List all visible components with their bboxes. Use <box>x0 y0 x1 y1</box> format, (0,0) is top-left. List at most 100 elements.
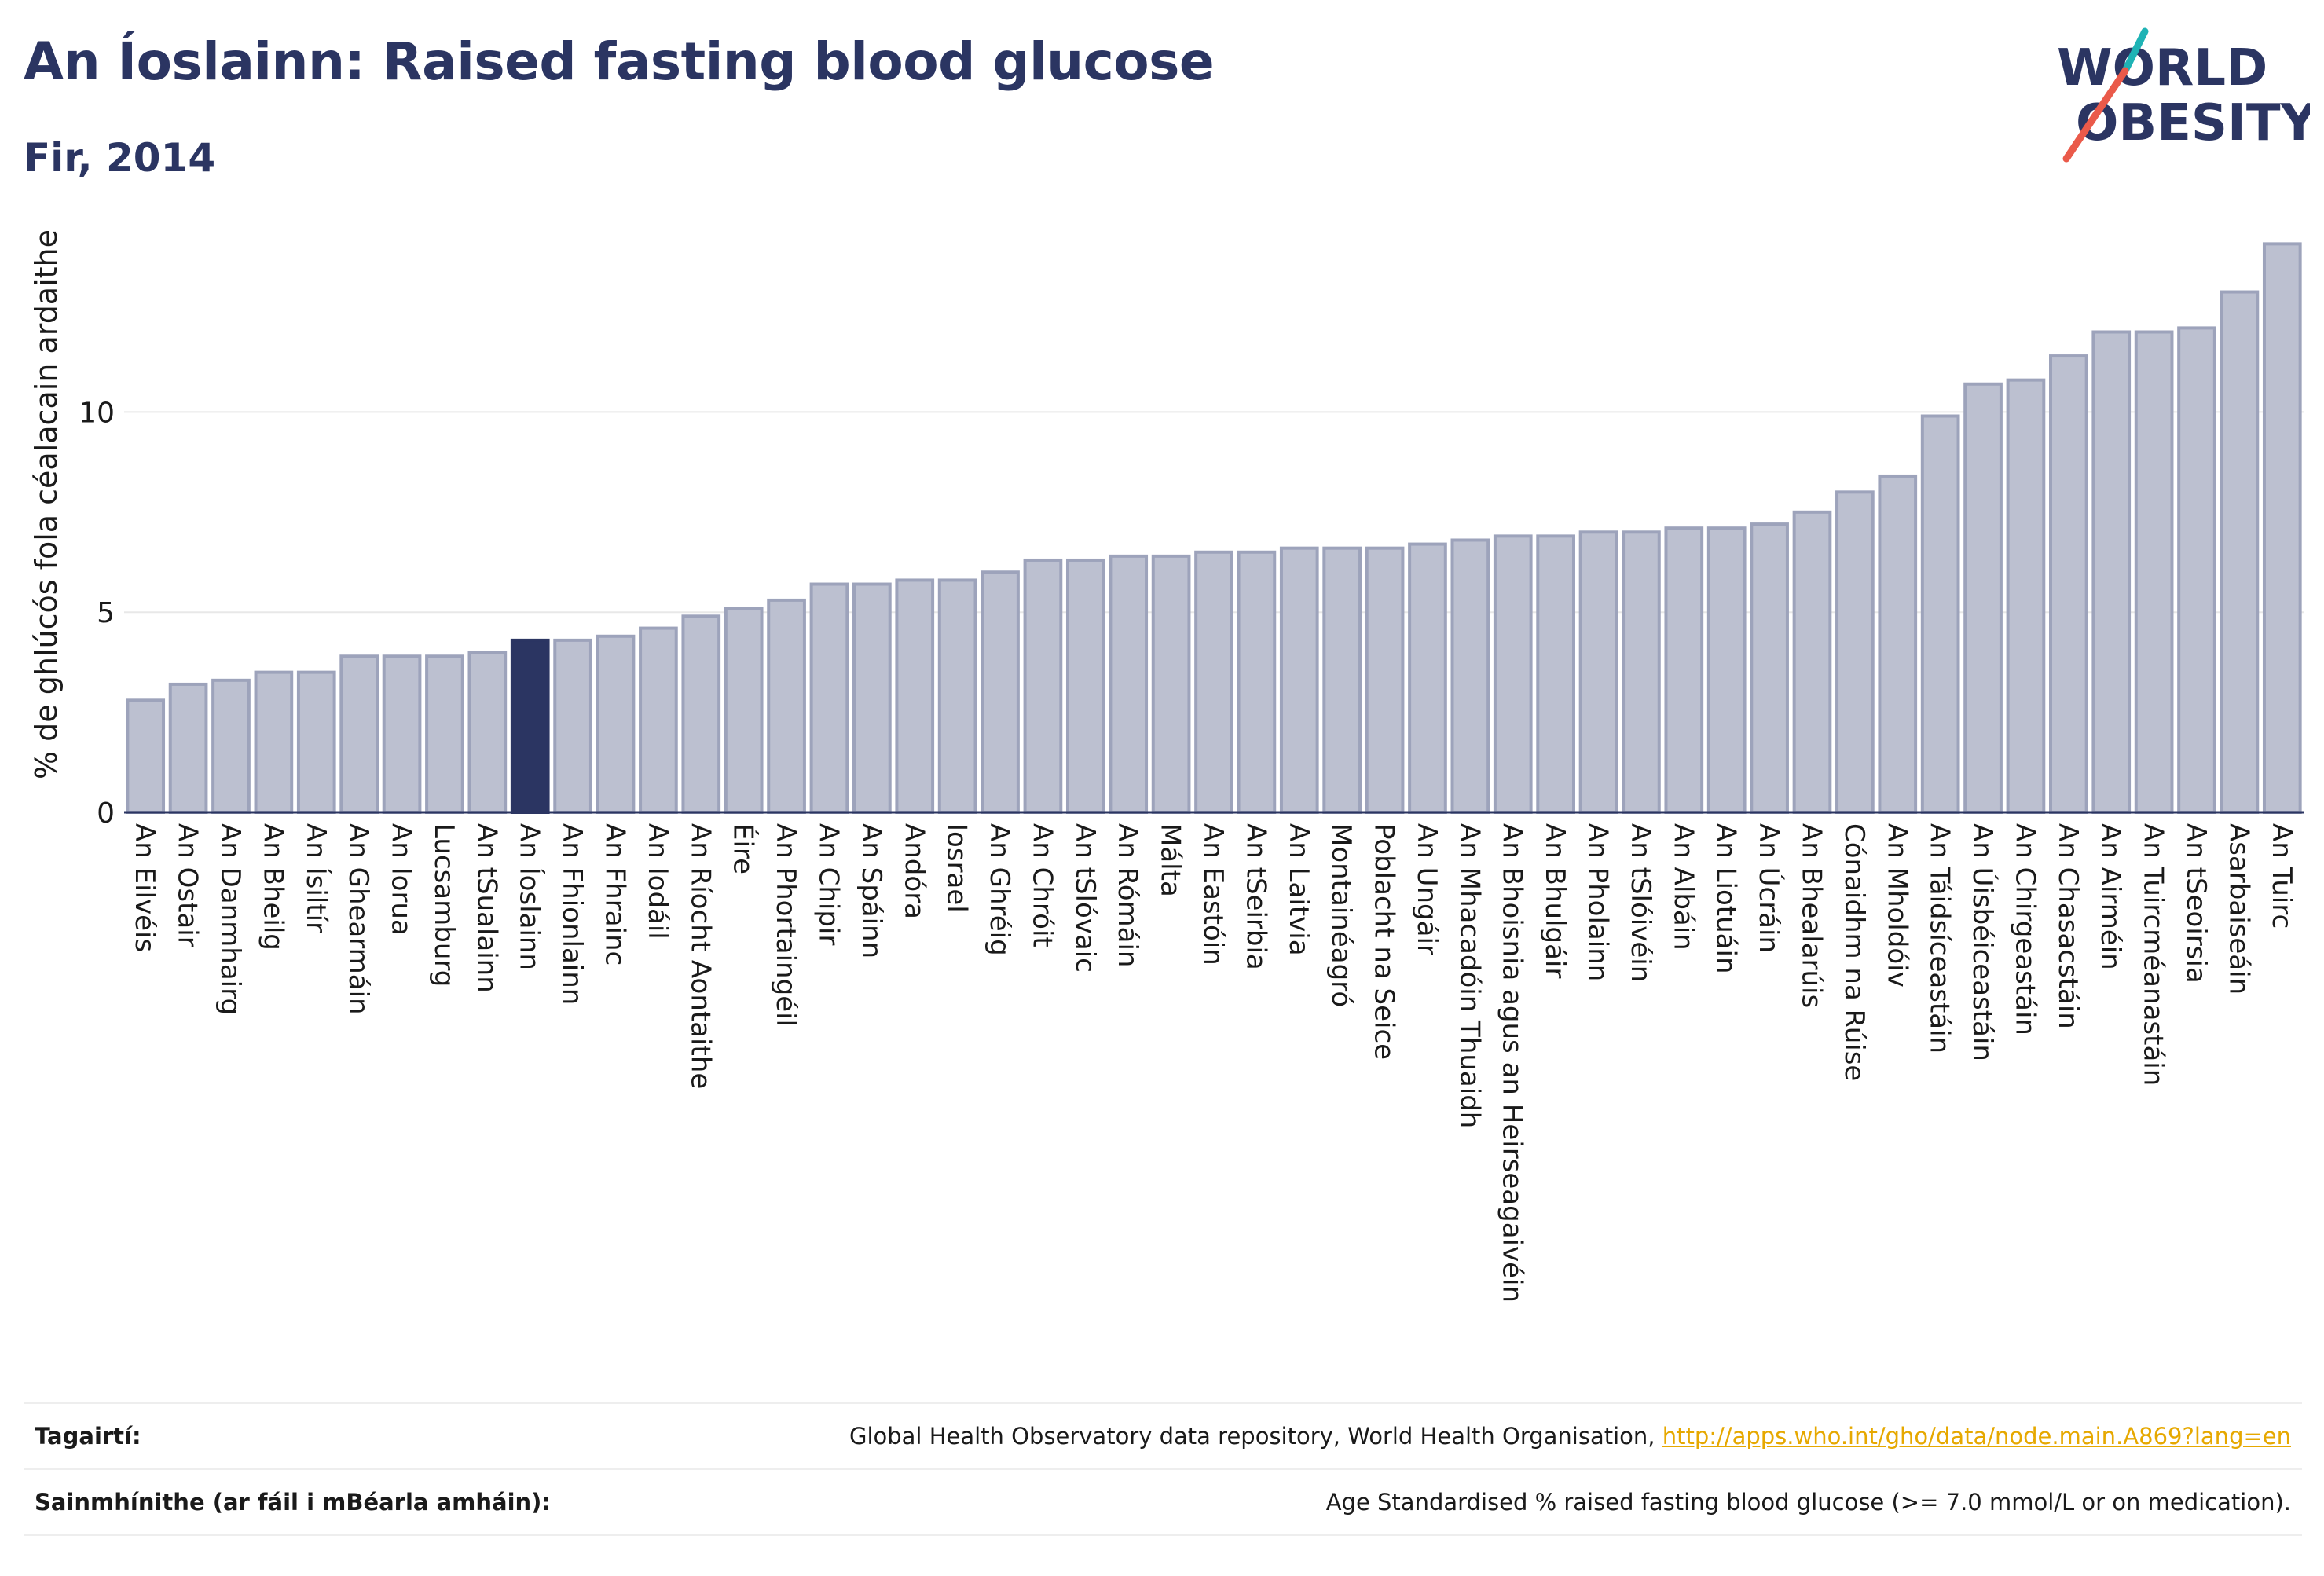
bar <box>809 582 849 814</box>
bar <box>2177 326 2216 814</box>
x-tick-label: An Chróit <box>1026 823 1058 947</box>
x-tick-label: An Iorua <box>386 823 417 936</box>
references-label: Tagairtí: <box>35 1423 141 1450</box>
x-tick-label: An Tuircméanastáin <box>2138 823 2169 1086</box>
bar <box>681 614 721 815</box>
bar <box>1279 546 1319 814</box>
bar <box>1194 550 1233 815</box>
bar <box>1920 414 1960 814</box>
x-tick-label: An Bhulgáir <box>1539 823 1571 978</box>
x-tick-label: An Ríocht Aontaithe <box>684 823 716 1089</box>
x-tick-label: An Ghréig <box>984 823 1015 956</box>
x-tick-label: An Chirgeastáin <box>2009 823 2040 1035</box>
world-obesity-logo: WORLD OBESITY <box>2057 27 2310 163</box>
bar <box>596 634 636 814</box>
bar <box>724 607 764 815</box>
x-tick-label: An Bhoisnia agus an Heirseagaivéin <box>1497 823 1528 1303</box>
bar <box>467 651 508 814</box>
x-tick-label: An Fhrainc <box>599 823 631 966</box>
bar <box>1023 558 1063 815</box>
x-tick-label: An Tuirc <box>2266 823 2297 929</box>
bar <box>1322 546 1362 814</box>
bar <box>1963 382 2003 814</box>
x-tick-label: An tSeoirsia <box>2180 823 2212 984</box>
bar <box>1578 530 1618 814</box>
x-tick-label: Asarbaiseáin <box>2223 823 2254 995</box>
bar-chart: 0 5 10 % de ghlúcós fola céalacain ardaithe… <box>29 229 2304 1303</box>
definitions-text: Age Standardised % raised fasting blood … <box>1325 1489 2291 1516</box>
y-tick-label: 5 <box>97 597 115 629</box>
x-tick-label: An tSeirbia <box>1240 823 1271 970</box>
bar <box>1408 542 1447 814</box>
bar <box>1878 474 1918 814</box>
x-tick-label: An tSlóivéin <box>1625 823 1656 982</box>
bar <box>2262 242 2302 815</box>
x-tick-label: An Fhionlainn <box>556 823 588 1005</box>
x-tick-label: An Úisbéiceastáin <box>1967 823 1999 1061</box>
bar <box>296 670 336 815</box>
bar <box>2006 378 2046 814</box>
x-tick-label: An Úcráin <box>1753 823 1785 953</box>
x-tick-label: Iosrael <box>941 823 973 913</box>
x-tick-label: An Eastóin <box>1197 823 1229 966</box>
bar <box>767 598 806 814</box>
x-tick-label: An Ísiltír <box>300 823 332 933</box>
bar <box>937 578 977 814</box>
x-tick-label: Málta <box>1155 823 1186 897</box>
x-tick-label: An tSlóvaic <box>1069 823 1101 973</box>
x-tick-label: An Bheilg <box>257 823 288 951</box>
bar <box>254 670 294 815</box>
y-axis-title: % de ghlúcós fola céalacain ardaithe <box>29 229 64 779</box>
bar <box>1493 534 1533 814</box>
bar-highlighted <box>510 638 550 814</box>
x-tick-label: An Albáin <box>1667 823 1699 951</box>
bar <box>339 654 379 814</box>
bar <box>1109 554 1149 815</box>
bar <box>2091 330 2132 814</box>
x-tick-label: Andóra <box>898 823 929 919</box>
bar <box>553 638 592 814</box>
chart-title: An Íoslainn: Raised fasting blood glucos… <box>24 31 1215 92</box>
bar <box>168 682 208 815</box>
x-tick-label: An Iodáil <box>642 823 673 940</box>
bar <box>211 678 251 815</box>
x-tick-label: Cónaidhm na Rúise <box>1838 823 1870 1081</box>
bar <box>1792 510 1832 814</box>
bar <box>2220 290 2260 814</box>
bar <box>1450 538 1490 814</box>
x-tick-label: An Chipir <box>812 823 844 945</box>
bar <box>1622 530 1661 814</box>
x-tick-label: Montainéagró <box>1325 823 1357 1007</box>
x-tick-label: An Phortaingéil <box>770 823 801 1027</box>
x-tick-label: An Íoslainn <box>514 823 546 970</box>
x-tick-label: An Ghearmáin <box>343 823 374 1015</box>
bar <box>639 626 678 815</box>
x-tick-label: An Eilvéis <box>129 823 160 952</box>
x-tick-label: An tSualainn <box>471 823 502 993</box>
logo-text-obesity: OBESITY <box>2076 94 2310 152</box>
bar <box>2048 354 2088 814</box>
references-link[interactable]: http://apps.who.int/gho/data/node.main.A… <box>1662 1423 2291 1450</box>
bar <box>1365 546 1405 814</box>
bar <box>382 654 422 814</box>
references-value: Global Health Observatory data repositor… <box>849 1423 2302 1450</box>
x-tick-label: An Liotuáin <box>1710 823 1742 974</box>
x-tick-label: An Ungáir <box>1411 823 1442 955</box>
x-tick-label: An Mhacadóin Thuaidh <box>1453 823 1485 1128</box>
x-tick-label: Lucsamburg <box>428 823 460 987</box>
bar <box>1065 558 1105 815</box>
bar <box>2134 330 2174 814</box>
bar <box>981 570 1020 814</box>
x-tick-label: An Danmhairg <box>214 823 246 1015</box>
definitions-label: Sainmhínithe (ar fáil i mBéarla amháin): <box>35 1489 552 1516</box>
chart-footer: Tagairtí: Global Health Observatory data… <box>24 1402 2302 1536</box>
x-tick-label: An Pholainn <box>1582 823 1614 981</box>
bar <box>1237 550 1277 815</box>
bar <box>1835 490 1875 815</box>
x-tick-label: An Táidsíceastáin <box>1924 823 1956 1054</box>
x-tick-label: An Ostair <box>172 823 203 947</box>
y-tick-label: 10 <box>79 397 115 429</box>
bar <box>1750 522 1789 814</box>
y-tick-label: 0 <box>97 797 115 830</box>
x-tick-label: An Mholdóiv <box>1881 823 1912 988</box>
